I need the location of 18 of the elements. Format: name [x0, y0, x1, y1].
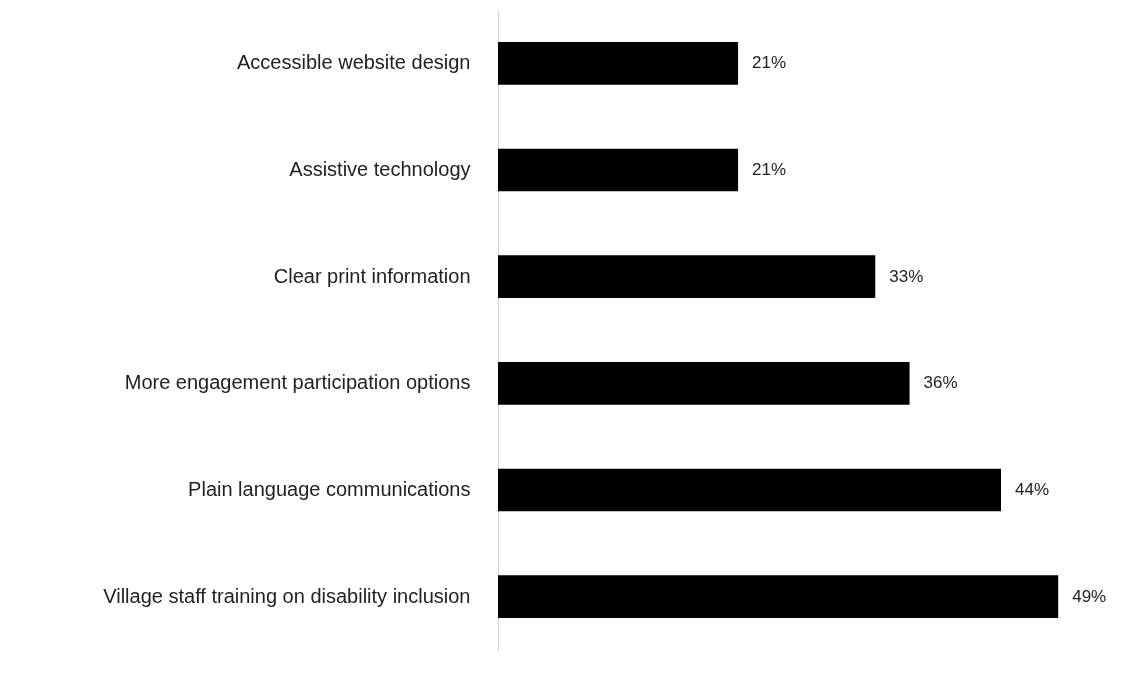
data-label: 36%: [923, 373, 958, 393]
bar: [498, 468, 1002, 512]
bar: [498, 148, 739, 192]
data-label: 21%: [752, 53, 787, 73]
y-tick-label: Assistive technology: [289, 158, 471, 180]
y-tick-label: Accessible website design: [237, 51, 471, 74]
y-tick-label: Plain language communications: [188, 478, 471, 500]
y-tick-label: Clear print information: [273, 264, 471, 287]
y-tick-label: More engagement participation options: [124, 371, 471, 394]
bar: [498, 575, 1059, 618]
bar: [498, 42, 739, 85]
data-label: 44%: [1015, 480, 1050, 499]
data-label: 21%: [752, 160, 787, 179]
data-label: 33%: [889, 266, 924, 286]
bar: [498, 255, 876, 298]
y-tick-label: Village staff training on disability inclusion: [103, 584, 471, 607]
data-label: 49%: [1072, 586, 1107, 606]
bar: [498, 362, 910, 405]
